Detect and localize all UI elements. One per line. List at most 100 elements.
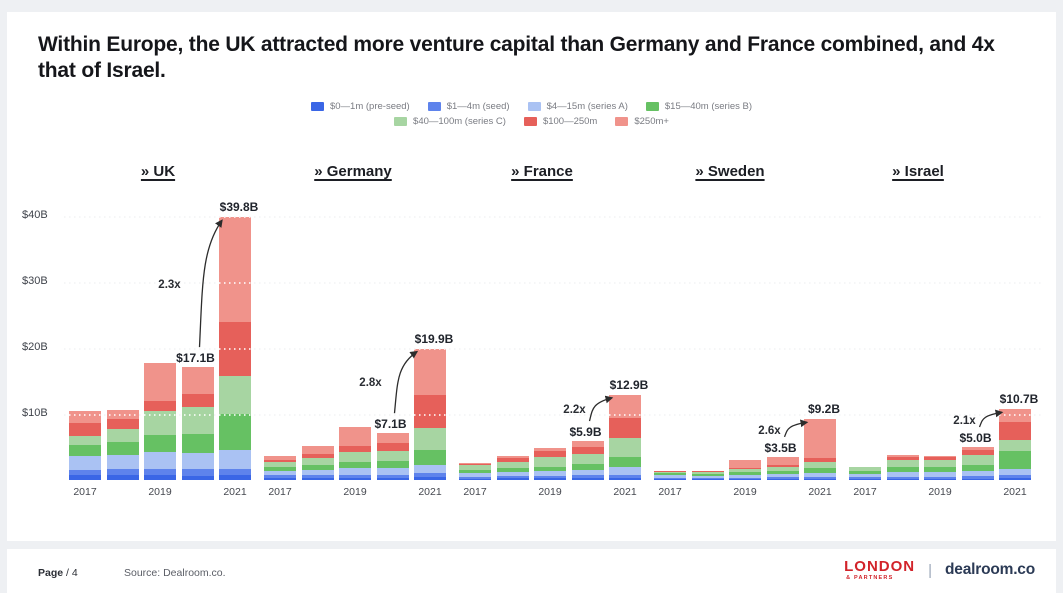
y-axis-label: $30B xyxy=(22,275,48,287)
footer-page-value: / 4 xyxy=(66,567,78,579)
legend-swatch-icon xyxy=(527,102,541,111)
value-label-2021: $12.9B xyxy=(609,377,649,392)
london-logo-subtext: & PARTNERS xyxy=(846,575,894,581)
bar-segment xyxy=(496,456,529,459)
bar-segment xyxy=(414,473,446,478)
bar-segment xyxy=(886,454,919,457)
legend-item: $40—100m (series C) xyxy=(394,116,506,127)
country-header-uk[interactable]: » UK xyxy=(140,163,176,180)
bar-segment xyxy=(691,471,724,473)
bar-segment xyxy=(376,450,409,461)
bar-segment xyxy=(849,479,881,480)
legend-label: $40—100m (series C) xyxy=(413,116,506,127)
footer-card xyxy=(7,549,1056,593)
bar-segment xyxy=(219,468,251,476)
footer-page-number: Page / 4 xyxy=(38,567,78,579)
bar-segment xyxy=(729,469,761,473)
value-label-2020: $5.0B xyxy=(959,431,992,445)
country-header-germany[interactable]: » Germany xyxy=(314,163,392,180)
bar-segment xyxy=(106,442,139,455)
legend-item: $4—15m (series A) xyxy=(527,101,628,112)
bar-segment xyxy=(414,464,446,474)
legend-label: $250m+ xyxy=(634,116,669,127)
growth-multiplier-label: 2.3x xyxy=(158,278,181,291)
bar-Sweden-2021 xyxy=(804,419,836,480)
bar-segment xyxy=(301,475,334,479)
bar-France-2021 xyxy=(609,394,641,480)
legend-label: $0—1m (pre-seed) xyxy=(329,101,410,112)
bar-segment xyxy=(459,473,491,477)
bar-segment xyxy=(691,472,724,474)
bar-segment xyxy=(301,470,334,476)
bar-segment xyxy=(886,476,919,479)
legend-item: $100—250m xyxy=(523,116,597,127)
bar-Germany-2021 xyxy=(414,348,446,480)
bar-segment xyxy=(496,458,529,462)
bar-segment xyxy=(654,473,686,476)
bar-segment xyxy=(924,460,956,467)
dealroom-logo: dealroom.co xyxy=(945,561,1035,579)
bar-segment xyxy=(654,475,686,478)
bar-segment xyxy=(609,418,641,438)
country-header-france[interactable]: » France xyxy=(511,163,573,180)
gridline-overlay xyxy=(64,282,1042,284)
london-partners-logo: LONDON & PARTNERS xyxy=(844,559,915,582)
bar-segment xyxy=(181,469,214,477)
y-axis-label: $20B xyxy=(22,341,48,353)
bar-Israel-2021 xyxy=(999,409,1031,480)
bar-segment xyxy=(691,473,724,476)
value-label-2021: $39.8B xyxy=(219,200,259,215)
bar-segment xyxy=(924,466,956,473)
bar-segment xyxy=(766,477,799,479)
x-axis-year-label: 2017 xyxy=(658,486,682,498)
bar-segment xyxy=(144,468,176,476)
bar-segment xyxy=(181,406,214,435)
bar-segment xyxy=(654,477,686,479)
bar-segment xyxy=(534,478,566,480)
bar-segment xyxy=(181,476,214,480)
gridline-overlay xyxy=(64,216,1042,218)
bar-segment xyxy=(264,455,296,460)
bar-segment xyxy=(609,456,641,468)
y-axis-label: $10B xyxy=(22,407,48,419)
bar-segment xyxy=(264,475,296,479)
bar-segment xyxy=(729,460,761,468)
london-logo-text: LONDON xyxy=(844,558,916,575)
bar-segment xyxy=(376,433,409,444)
bar-segment xyxy=(496,472,529,477)
x-axis-year-label: 2019 xyxy=(733,486,757,498)
bar-segment xyxy=(339,445,371,453)
bar-segment xyxy=(264,462,296,467)
bar-segment xyxy=(924,472,956,477)
bar-segment xyxy=(534,471,566,476)
value-label-2021: $9.2B xyxy=(807,402,841,417)
bar-segment xyxy=(609,394,641,418)
logo-separator: | xyxy=(928,561,933,579)
bar-segment xyxy=(766,479,799,480)
bar-segment xyxy=(69,422,101,436)
bar-segment xyxy=(181,434,214,453)
y-axis-label: $40B xyxy=(22,209,48,221)
bar-segment xyxy=(924,456,956,461)
bar-segment xyxy=(301,445,334,454)
bar-segment xyxy=(766,467,799,472)
x-axis-year-label: 2019 xyxy=(928,486,952,498)
bar-segment xyxy=(961,447,994,451)
bar-segment xyxy=(339,427,371,446)
legend-label: $15—40m (series B) xyxy=(664,101,752,112)
country-header-sweden[interactable]: » Sweden xyxy=(695,163,765,180)
bar-segment xyxy=(924,476,956,479)
bar-segment xyxy=(571,447,604,454)
bar-segment xyxy=(106,429,139,443)
bar-segment xyxy=(654,479,686,480)
bar-segment xyxy=(69,475,101,480)
country-header-israel[interactable]: » Israel xyxy=(892,163,944,180)
bar-segment xyxy=(414,348,446,395)
x-axis-year-label: 2021 xyxy=(613,486,637,498)
bar-segment xyxy=(609,437,641,457)
bar-segment xyxy=(339,462,371,469)
bar-segment xyxy=(729,467,761,470)
value-label-2021: $10.7B xyxy=(999,392,1039,407)
bar-segment xyxy=(264,459,296,463)
